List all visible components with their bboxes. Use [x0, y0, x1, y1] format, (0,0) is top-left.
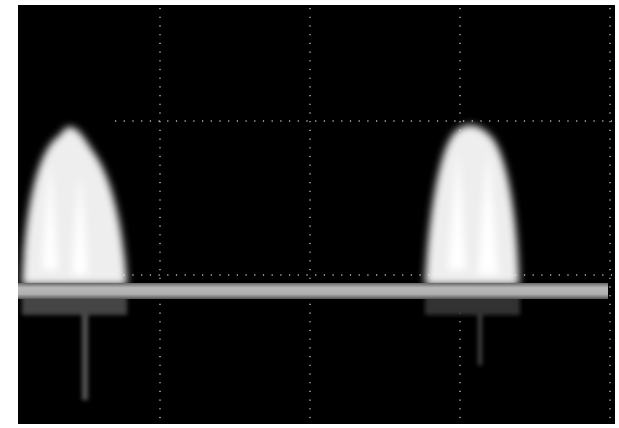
shadow-right: [425, 295, 520, 315]
baseline-band: [18, 283, 608, 299]
shadow-left: [22, 295, 127, 315]
tail-left: [82, 300, 88, 400]
envelope-core: [42, 150, 498, 275]
tail-right: [478, 300, 482, 365]
flow-envelope: [22, 125, 519, 285]
tails: [22, 295, 520, 400]
